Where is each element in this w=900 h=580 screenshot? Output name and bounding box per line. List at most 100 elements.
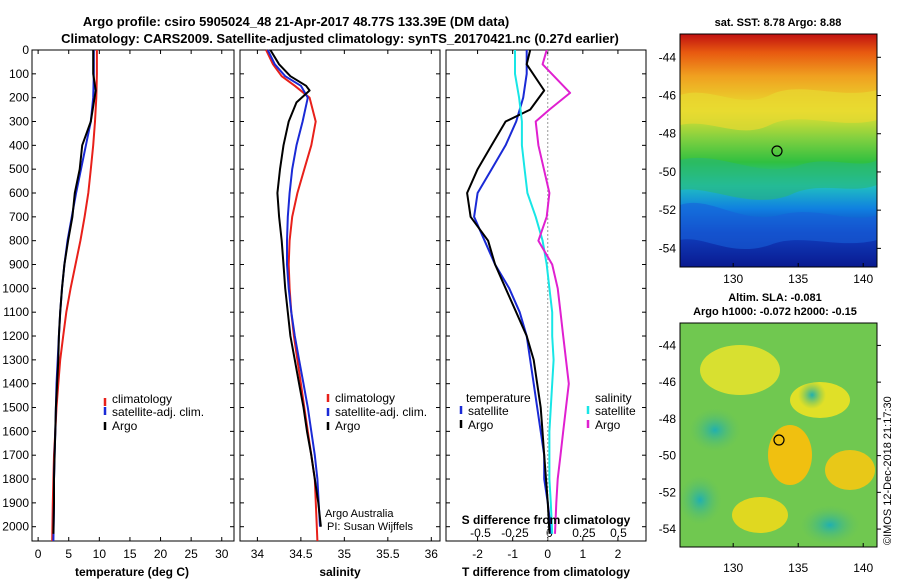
salinity-plot: 34 34.5 35 35.5 36 [240, 49, 440, 561]
y-tick-label: 1900 [2, 496, 29, 510]
temperature-xlabel: temperature (deg C) [75, 565, 189, 579]
s-tick-label: 0.25 [572, 526, 596, 540]
y-tick-label: 1300 [2, 353, 29, 367]
difference-plot: -2 -1 0 1 2-0.5 -0.25 0 0.25 0.5 [446, 49, 646, 561]
x-tick-label: 34.5 [289, 547, 313, 561]
legend-sal-argo-label: Argo [595, 418, 621, 432]
legend-argo-label: Argo [112, 419, 138, 433]
legend-argo-label: Argo [335, 419, 361, 433]
y-tick-label: 1200 [2, 329, 29, 343]
sst-warm-band [680, 89, 877, 131]
y-tick-label: 1700 [2, 448, 29, 462]
y-tick-label: 1000 [2, 281, 29, 295]
y-tick-label: 600 [9, 186, 29, 200]
sla-high-patch [700, 345, 780, 395]
map-y-tick-label: -46 [659, 89, 677, 103]
map-x-tick-label: 135 [788, 561, 808, 575]
map-y-tick-label: -52 [659, 203, 677, 217]
legend-temp-argo-label: Argo [468, 418, 494, 432]
x-tick-label: 2 [615, 547, 622, 561]
y-tick-label: 1100 [3, 305, 29, 319]
legend-satellite-label: satellite-adj. clim. [112, 405, 204, 419]
sla-map-frame [679, 322, 878, 548]
x-tick-label: 15 [123, 547, 137, 561]
map-y-tick-label: -50 [659, 449, 677, 463]
s-difference-label: S difference from climatology [462, 513, 631, 527]
y-tick-label: 300 [9, 115, 29, 129]
sla-high-patch [825, 450, 875, 490]
y-tick-label: 100 [9, 67, 29, 81]
series-line-salinity-satellite [514, 50, 555, 534]
series-line-temperature-argo [466, 49, 551, 534]
legend-sal-satellite-label: satellite [595, 404, 636, 418]
sla-high-patch [732, 497, 788, 533]
s-tick-label: -0.5 [470, 526, 491, 540]
y-tick-label: 1800 [2, 472, 29, 486]
salinity-xlabel: salinity [319, 565, 361, 579]
x-tick-label: 25 [184, 547, 198, 561]
y-tick-label: 400 [9, 138, 29, 152]
sst-cold-band [680, 202, 877, 250]
credit-line2: PI: Susan Wijffels [327, 521, 413, 533]
x-tick-label: -1 [507, 547, 518, 561]
figure-title-line1: Argo profile: csiro 5905024_48 21-Apr-20… [83, 14, 509, 29]
sst-map-title: sat. SST: 8.78 Argo: 8.88 [715, 17, 842, 29]
sla-low-patch [800, 505, 860, 545]
sla-map-title-line2: Argo h1000: -0.072 h2000: -0.15 [693, 306, 857, 318]
y-tick-label: 800 [9, 234, 29, 248]
legend-satellite-label: satellite-adj. clim. [335, 405, 427, 419]
map-x-tick-label: 140 [853, 272, 873, 286]
series-line-argo [52, 50, 97, 534]
temperature-legend: climatology satellite-adj. clim. Argo [103, 392, 204, 433]
salinity-panel-frame [239, 49, 441, 542]
y-tick-label: 200 [9, 91, 29, 105]
map-y-tick-label: -50 [659, 165, 677, 179]
legend-salinity-title: salinity [595, 391, 632, 405]
map-y-tick-label: -54 [659, 241, 677, 255]
x-tick-label: 35 [338, 547, 352, 561]
legend-climatology-label: climatology [335, 391, 395, 405]
x-tick-label: 34 [251, 547, 265, 561]
salinity-legend: climatology satellite-adj. clim. Argo Ar… [325, 391, 427, 533]
legend-temperature-title: temperature [466, 391, 531, 405]
legend-climatology-label: climatology [112, 392, 172, 406]
map-y-tick-label: -48 [659, 127, 677, 141]
x-tick-label: -2 [472, 547, 483, 561]
sla-map-title-line1: Altim. SLA: -0.081 [728, 292, 822, 304]
x-tick-label: 10 [93, 547, 107, 561]
x-tick-label: 5 [65, 547, 72, 561]
map-y-tick-label: -48 [659, 412, 677, 426]
map-x-tick-label: 135 [788, 272, 808, 286]
map-y-tick-label: -46 [659, 375, 677, 389]
x-tick-label: 0 [544, 547, 551, 561]
y-tick-label: 500 [9, 162, 29, 176]
x-tick-label: 20 [154, 547, 168, 561]
s-tick-label: -0.25 [501, 526, 529, 540]
difference-legend: temperature satellite Argo salinity sate… [459, 391, 636, 527]
series-line-satellite-adj-clim- [266, 49, 321, 527]
difference-xlabel: T difference from climatology [462, 565, 630, 579]
sla-low-patch [680, 475, 722, 525]
sst-profile-location-marker [771, 145, 783, 157]
series-line-argo [269, 49, 322, 527]
y-tick-label: 1600 [2, 424, 29, 438]
y-tick-label: 1400 [2, 377, 29, 391]
credit-line1: Argo Australia [325, 508, 394, 520]
sla-low-patch [689, 408, 741, 452]
x-tick-label: 1 [579, 547, 586, 561]
imos-stamp: ©IMOS 12-Dec-2018 21:17:30 [882, 396, 894, 545]
sst-front-band [680, 157, 877, 200]
series-line-climatology [265, 49, 319, 542]
map-x-tick-label: 130 [723, 272, 743, 286]
x-tick-label: 30 [215, 547, 229, 561]
series-line-salinity-argo [534, 49, 572, 534]
sla-low-patch [798, 381, 826, 409]
temperature-plot: 0 5 10 15 20 25 300100200300400500600700800900… [2, 43, 234, 561]
sla-profile-location-marker [773, 434, 785, 446]
x-tick-label: 35.5 [376, 547, 400, 561]
map-y-tick-label: -44 [659, 338, 677, 352]
map-x-tick-label: 140 [853, 561, 873, 575]
x-tick-label: 0 [35, 547, 42, 561]
